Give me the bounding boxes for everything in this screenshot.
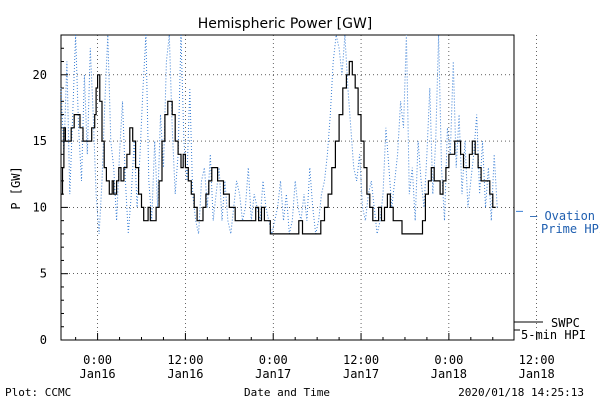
series-line-ovation — [60, 34, 498, 235]
y-axis-label: P [GW] — [9, 166, 23, 209]
legend-swpc-line2: 5-min HPI — [521, 328, 586, 342]
x-tick-label-date: Jan17 — [255, 367, 291, 381]
plot-frame — [60, 34, 515, 341]
legend-ovation-line1: — Ovation — [530, 209, 595, 223]
x-axis-label: Date and Time — [244, 386, 330, 399]
x-tick-label-date: Jan16 — [80, 367, 116, 381]
y-tick-label: 10 — [33, 200, 47, 214]
x-tick-label-time: 12:00 — [167, 353, 203, 367]
x-tick-label-time: 0:00 — [83, 353, 112, 367]
chart-title: Hemispheric Power [GW] — [198, 16, 373, 32]
y-tick-label: 15 — [33, 134, 47, 148]
x-tick-label-date: Jan16 — [167, 367, 203, 381]
series-line-swpc — [61, 60, 496, 235]
legend-ovation-line2: Prime HPI — [541, 222, 600, 236]
x-tick-label-time: 12:00 — [343, 353, 379, 367]
x-tick-label-date: Jan18 — [519, 367, 555, 381]
y-tick-label: 5 — [40, 267, 47, 281]
x-tick-label-date: Jan17 — [343, 367, 379, 381]
legend-swpc-line1: SWPC — [551, 316, 580, 330]
footer-timestamp: 2020/01/18 14:25:13 — [458, 386, 584, 399]
legend: — Ovation Prime HPI SWPC 5-min HPI — [514, 209, 600, 342]
footer-plot-credit: Plot: CCMC — [5, 386, 71, 399]
y-tick-label: 0 — [40, 333, 47, 347]
x-tick-label-time: 0:00 — [434, 353, 463, 367]
x-tick-label-time: 0:00 — [259, 353, 288, 367]
x-tick-label-date: Jan18 — [431, 367, 467, 381]
y-tick-label: 20 — [33, 68, 47, 82]
plot-area: 051015200:00Jan1612:00Jan160:00Jan1712:0… — [33, 34, 555, 381]
x-tick-label-time: 12:00 — [519, 353, 555, 367]
